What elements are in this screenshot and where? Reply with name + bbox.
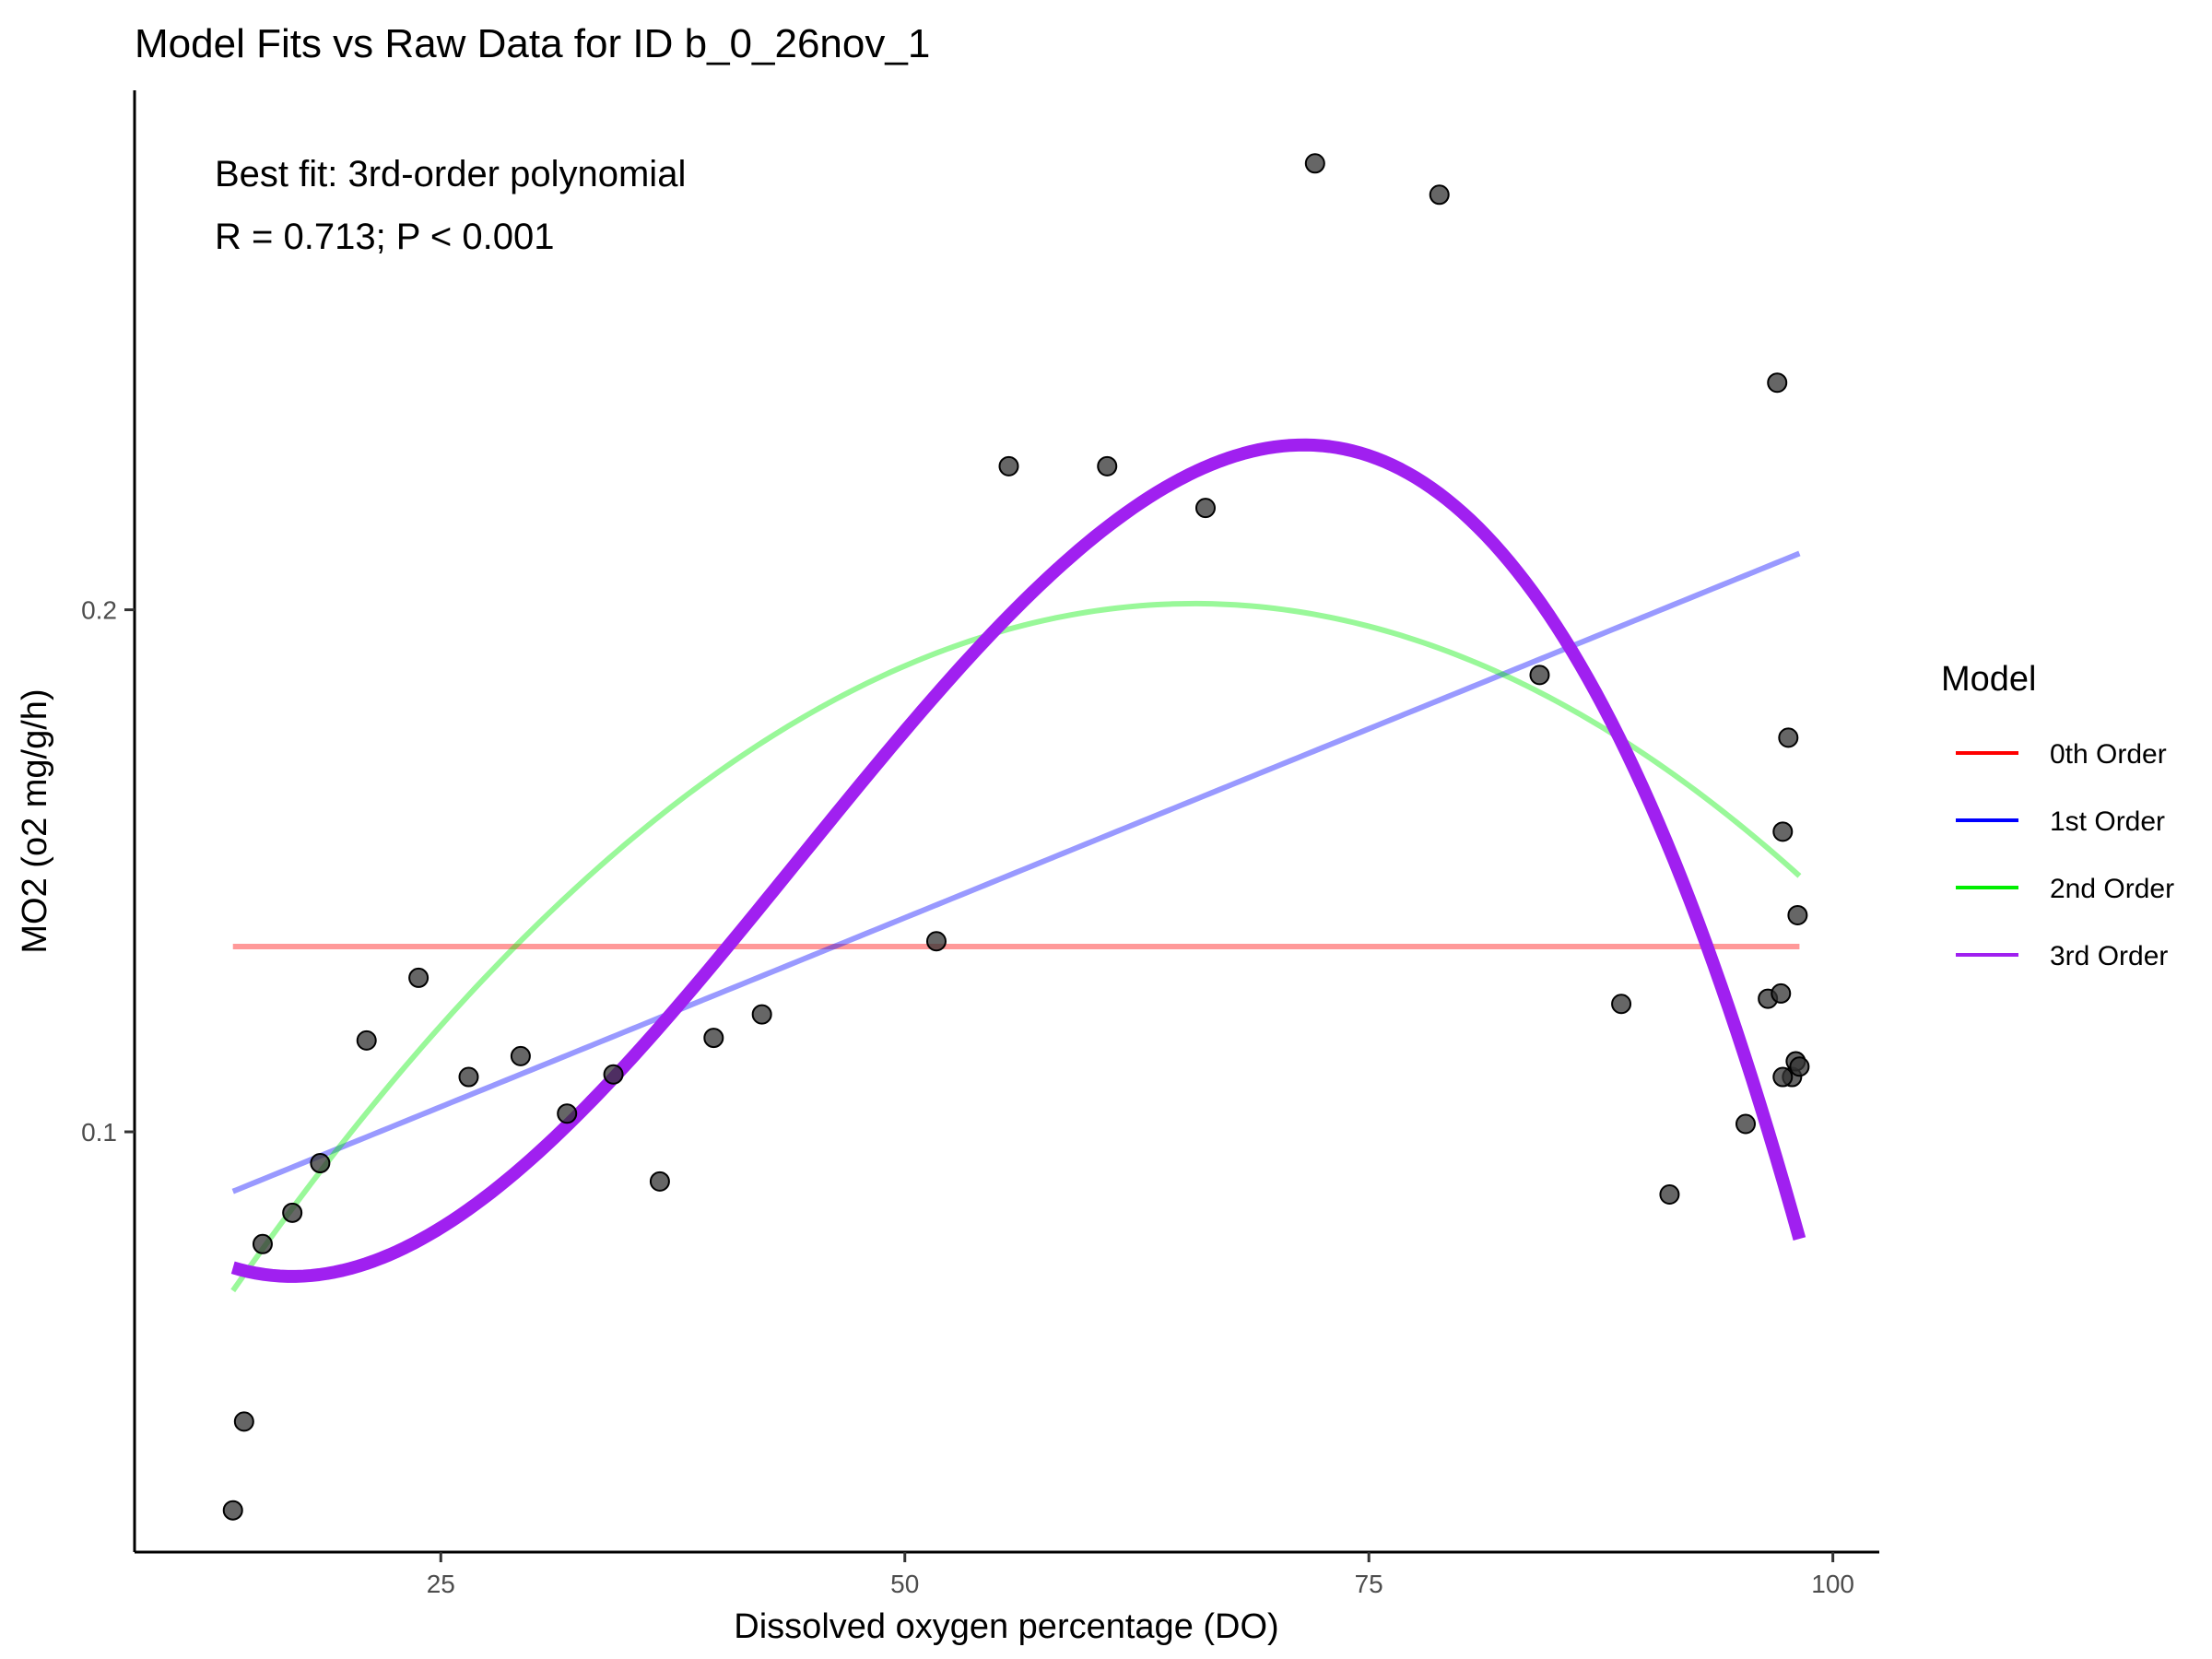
y-axis-ticks: 0.1 0.2: [81, 596, 135, 1147]
data-point: [925, 931, 947, 952]
y-tick-label: 0.2: [81, 596, 117, 625]
data-point: [282, 1202, 303, 1223]
data-point: [1771, 982, 1792, 1004]
data-point: [703, 1028, 724, 1049]
fit-line-3-order: [230, 438, 1806, 1283]
legend-label: 0th Order: [2050, 739, 2167, 770]
data-point: [1767, 372, 1788, 394]
data-point: [510, 1045, 531, 1066]
data-point: [356, 1030, 377, 1051]
chart-title: Model Fits vs Raw Data for ID b_0_26nov_…: [135, 21, 930, 66]
x-axis-ticks: 25 50 75 100: [427, 1552, 1854, 1598]
x-tick-label: 100: [1811, 1570, 1854, 1598]
data-point: [408, 967, 429, 988]
data-point: [1789, 1056, 1810, 1077]
x-tick-label: 75: [1355, 1570, 1383, 1598]
data-point: [998, 455, 1019, 477]
data-point: [1735, 1113, 1756, 1135]
data-point: [751, 1004, 772, 1025]
data-point: [1772, 1066, 1794, 1088]
data-point: [1787, 904, 1808, 925]
x-axis-title: Dissolved oxygen percentage (DO): [734, 1607, 1278, 1646]
legend-title: Model: [1941, 660, 2037, 699]
annotation-line-2: R = 0.713; P < 0.001: [215, 217, 554, 257]
data-point: [1772, 821, 1794, 842]
legend: Model 0th Order 1st Order 2nd Order 3rd Ord…: [1941, 660, 2174, 971]
data-point: [458, 1066, 479, 1088]
data-point: [1778, 727, 1799, 748]
data-point: [1611, 994, 1632, 1015]
plot-area: [222, 153, 1810, 1521]
x-tick-label: 25: [427, 1570, 455, 1598]
legend-label: 2nd Order: [2050, 874, 2174, 904]
data-point: [310, 1153, 331, 1174]
data-point: [222, 1500, 243, 1521]
annotation: Best fit: 3rd-order polynomial R = 0.713…: [215, 154, 686, 257]
x-tick-label: 50: [890, 1570, 919, 1598]
data-point: [233, 1411, 254, 1432]
fit-lines: [230, 438, 1806, 1293]
y-axis-title: MO2 (o2 mg/g/h): [16, 688, 54, 953]
legend-label: 3rd Order: [2050, 941, 2168, 971]
fit-line-1-order: [231, 550, 1801, 1194]
y-tick-label: 0.1: [81, 1118, 117, 1147]
data-points: [222, 153, 1810, 1521]
data-point: [1304, 153, 1325, 174]
data-point: [649, 1171, 670, 1192]
legend-label: 1st Order: [2050, 806, 2165, 837]
data-point: [1429, 184, 1450, 206]
data-point: [1529, 665, 1550, 686]
data-point: [603, 1064, 624, 1085]
data-point: [252, 1233, 273, 1254]
data-point: [557, 1103, 578, 1124]
annotation-line-1: Best fit: 3rd-order polynomial: [215, 154, 686, 194]
data-point: [1194, 498, 1216, 519]
data-point: [1097, 455, 1118, 477]
data-point: [1659, 1184, 1680, 1205]
fit-line-2-order: [230, 600, 1802, 1293]
